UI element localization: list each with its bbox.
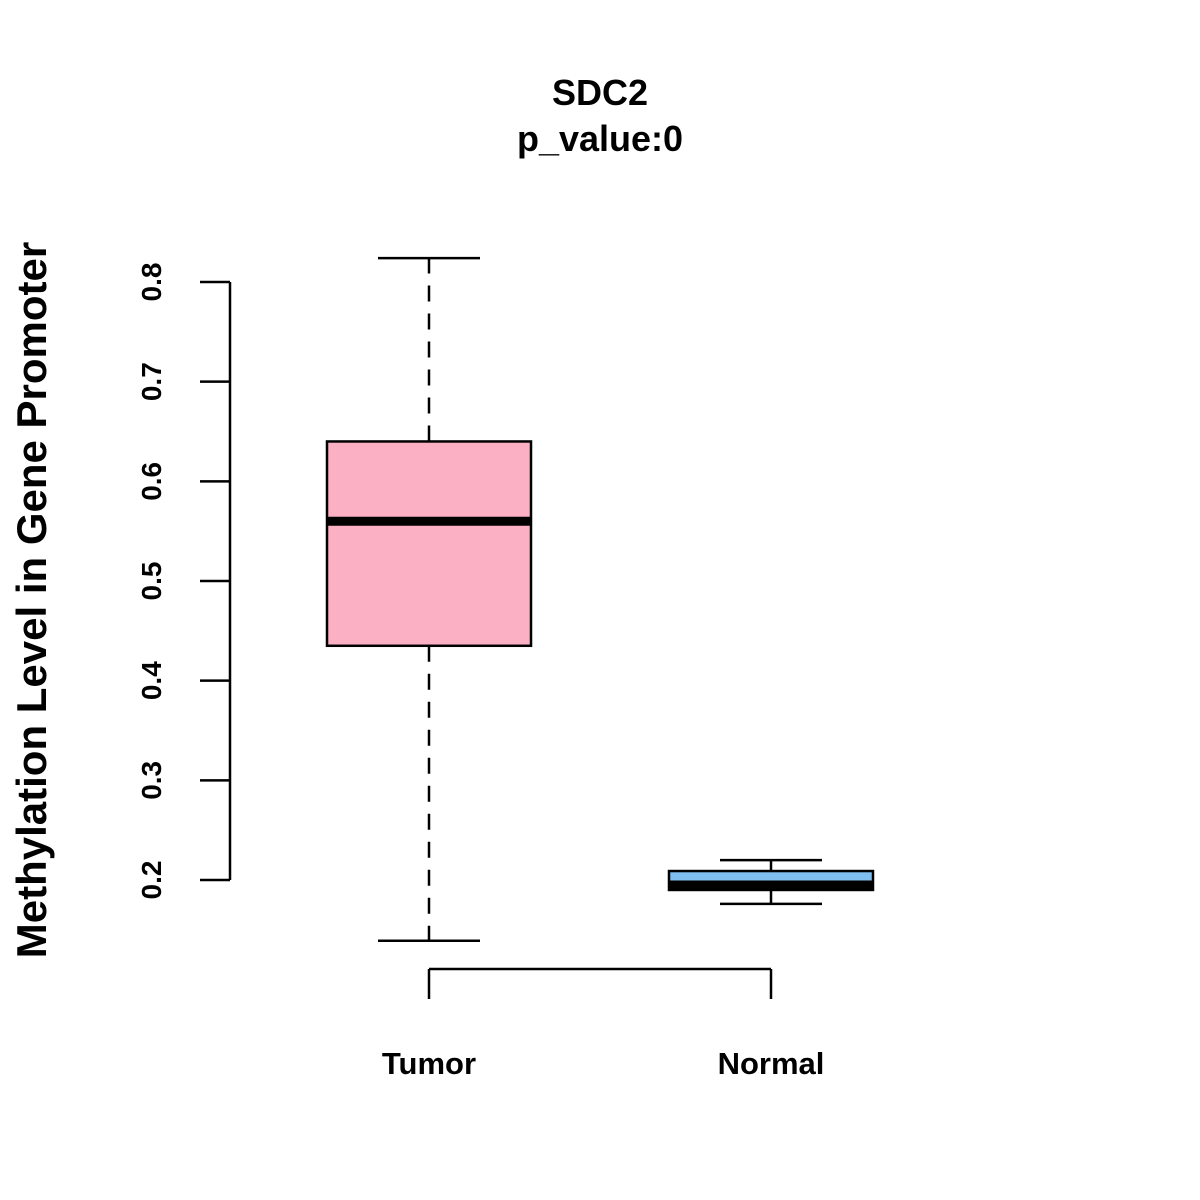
y-tick-label: 0.6 [136,462,167,501]
chart-subtitle: p_value:0 [517,118,683,159]
y-tick-label: 0.3 [136,761,167,800]
y-axis-label: Methylation Level in Gene Promoter [8,242,55,958]
x-axis: Tumor Normal [382,967,825,1081]
box-tumor [325,256,533,943]
y-tick-label: 0.7 [136,362,167,401]
y-tick-label: 0.4 [136,661,167,700]
x-tick-label: Tumor [382,1046,476,1081]
y-tick-label: 0.2 [136,861,167,900]
y-tick-label: 0.5 [136,562,167,601]
y-tick-label: 0.8 [136,263,167,302]
boxes-layer [325,256,875,943]
box-normal [667,858,875,906]
x-tick-label: Normal [718,1046,825,1081]
chart-title: SDC2 [552,72,648,113]
y-axis: 0.2 0.3 0.4 0.5 0.6 0.7 0.8 [136,263,232,900]
iqr-box [325,440,533,648]
